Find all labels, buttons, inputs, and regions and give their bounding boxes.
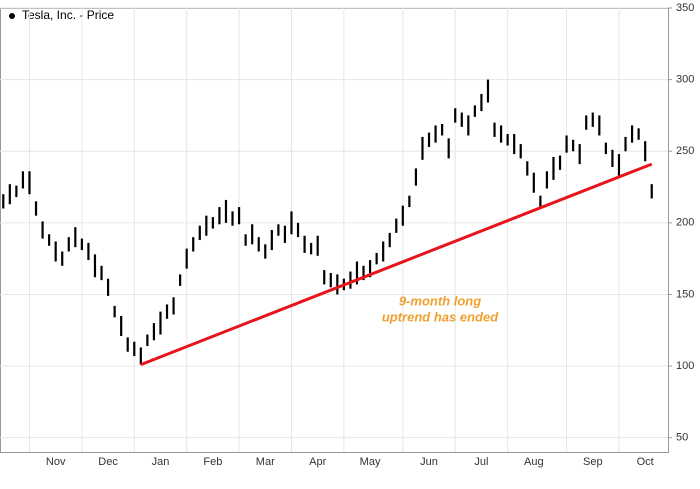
x-tick-label: Jun: [420, 456, 438, 468]
x-tick-label: Oct: [637, 456, 654, 468]
trendline: [140, 162, 653, 367]
x-tick-label: Dec: [98, 456, 118, 468]
x-tick-label: Mar: [256, 456, 275, 468]
x-tick-label: Feb: [203, 456, 222, 468]
x-tick-label: May: [360, 456, 381, 468]
y-tick-label: 350: [676, 2, 694, 14]
y-tick-label: 150: [676, 288, 694, 300]
x-tick-label: Jan: [152, 456, 170, 468]
legend-marker: [9, 13, 15, 19]
x-tick-label: Jul: [474, 456, 488, 468]
x-tick-label: Aug: [524, 456, 544, 468]
annotation: 9-month long: [399, 293, 481, 308]
x-tick-label: Nov: [46, 456, 66, 468]
y-tick-label: 300: [676, 74, 694, 86]
y-tick-label: 250: [676, 145, 694, 157]
y-tick-label: 100: [676, 360, 694, 372]
chart-title: Tesla, Inc. - Price: [22, 8, 114, 22]
y-tick-label: 50: [676, 432, 688, 444]
x-tick-label: Apr: [309, 456, 326, 468]
x-tick-label: Sep: [583, 456, 603, 468]
annotation: uptrend has ended: [382, 309, 499, 324]
plot-frame: [0, 8, 669, 453]
y-tick-label: 200: [676, 217, 694, 229]
